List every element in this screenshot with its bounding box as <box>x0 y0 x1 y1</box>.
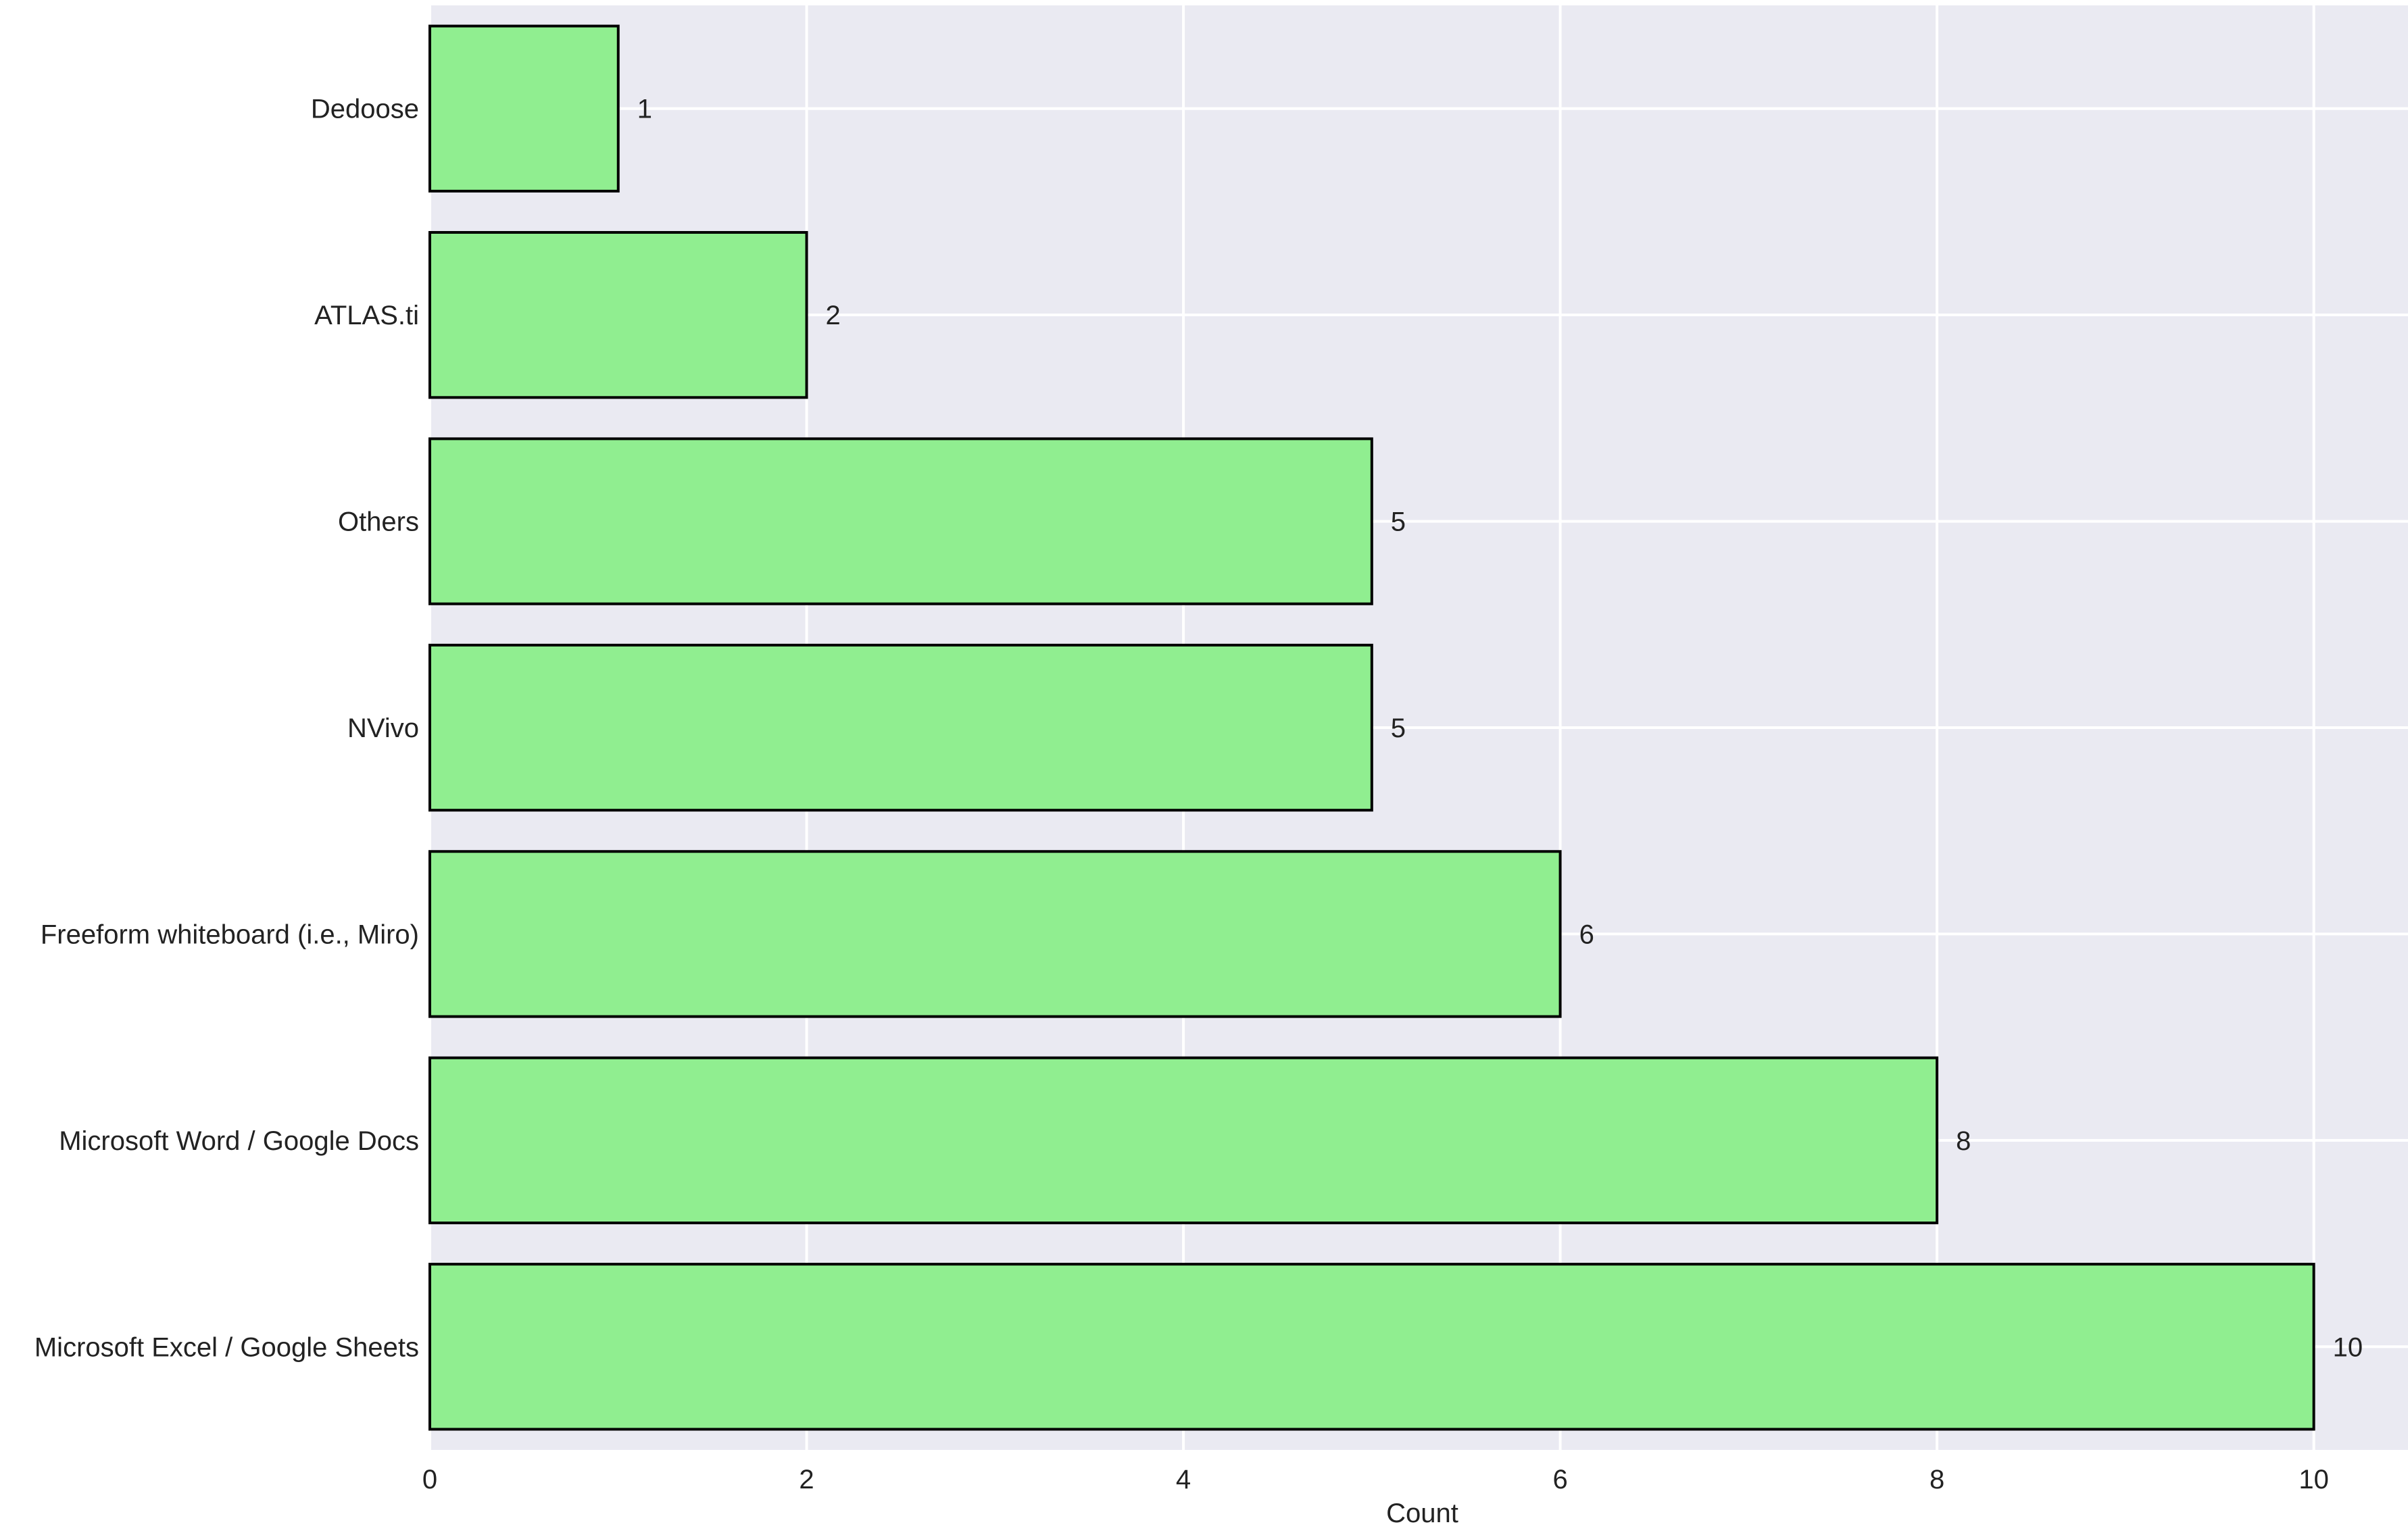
x-tick-label: 4 <box>1176 1465 1191 1494</box>
data-label: 10 <box>2333 1332 2363 1362</box>
y-tick-label: Freeform whiteboard (i.e., Miro) <box>41 920 419 949</box>
x-tick-label: 10 <box>2299 1465 2329 1494</box>
y-tick-label: NVivo <box>347 713 419 743</box>
bar <box>428 437 1373 605</box>
bar <box>428 1056 1939 1225</box>
y-tick-label: Microsoft Excel / Google Sheets <box>34 1332 419 1362</box>
y-tick-label: Others <box>338 507 419 537</box>
x-tick-label: 0 <box>422 1465 437 1494</box>
bar <box>428 230 808 399</box>
bars <box>428 24 2315 1431</box>
data-labels: 1 2 5 5 6 8 10 <box>637 95 2363 1363</box>
data-label: 5 <box>1391 507 1406 537</box>
y-tick-label: ATLAS.ti <box>314 301 419 330</box>
x-tick-label: 2 <box>799 1465 814 1494</box>
data-label: 8 <box>1956 1126 1971 1156</box>
bar <box>428 1263 2315 1431</box>
y-tick-label: Microsoft Word / Google Docs <box>59 1126 419 1156</box>
data-label: 5 <box>1391 713 1406 743</box>
data-label: 6 <box>1579 920 1594 949</box>
x-tick-label: 8 <box>1930 1465 1944 1494</box>
y-tick-label: Dedoose <box>311 95 419 124</box>
x-axis-tick-labels: 0 2 4 6 8 10 <box>422 1465 2329 1494</box>
y-axis-tick-labels: Dedoose ATLAS.ti Others NVivo Freeform white… <box>34 95 419 1363</box>
x-tick-label: 6 <box>1552 1465 1567 1494</box>
x-axis-label: Count <box>1386 1499 1458 1528</box>
bar <box>428 850 1562 1018</box>
bar <box>428 643 1373 812</box>
bar <box>428 24 620 193</box>
data-label: 2 <box>826 301 841 330</box>
data-label: 1 <box>637 95 652 124</box>
